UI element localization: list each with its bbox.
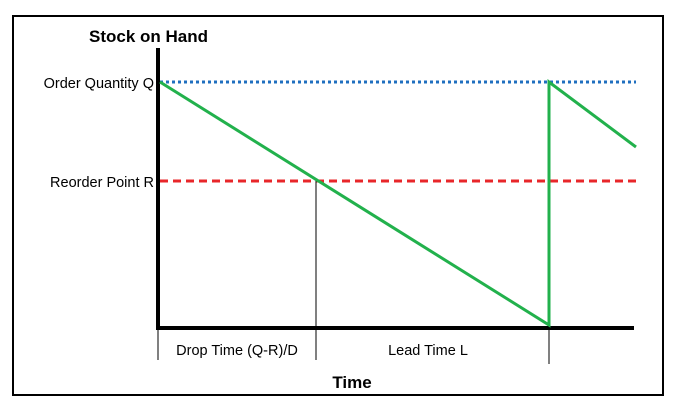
y-axis-title: Stock on Hand <box>89 27 208 46</box>
drop-time-label: Drop Time (Q-R)/D <box>176 343 298 359</box>
diagram-frame <box>12 15 664 396</box>
x-axis-title: Time <box>332 373 371 392</box>
reorder-point-label: Reorder Point R <box>50 175 154 191</box>
inventory-level-line <box>159 79 637 328</box>
lead-time-label: Lead Time L <box>388 343 468 359</box>
order-quantity-label: Order Quantity Q <box>44 76 154 92</box>
